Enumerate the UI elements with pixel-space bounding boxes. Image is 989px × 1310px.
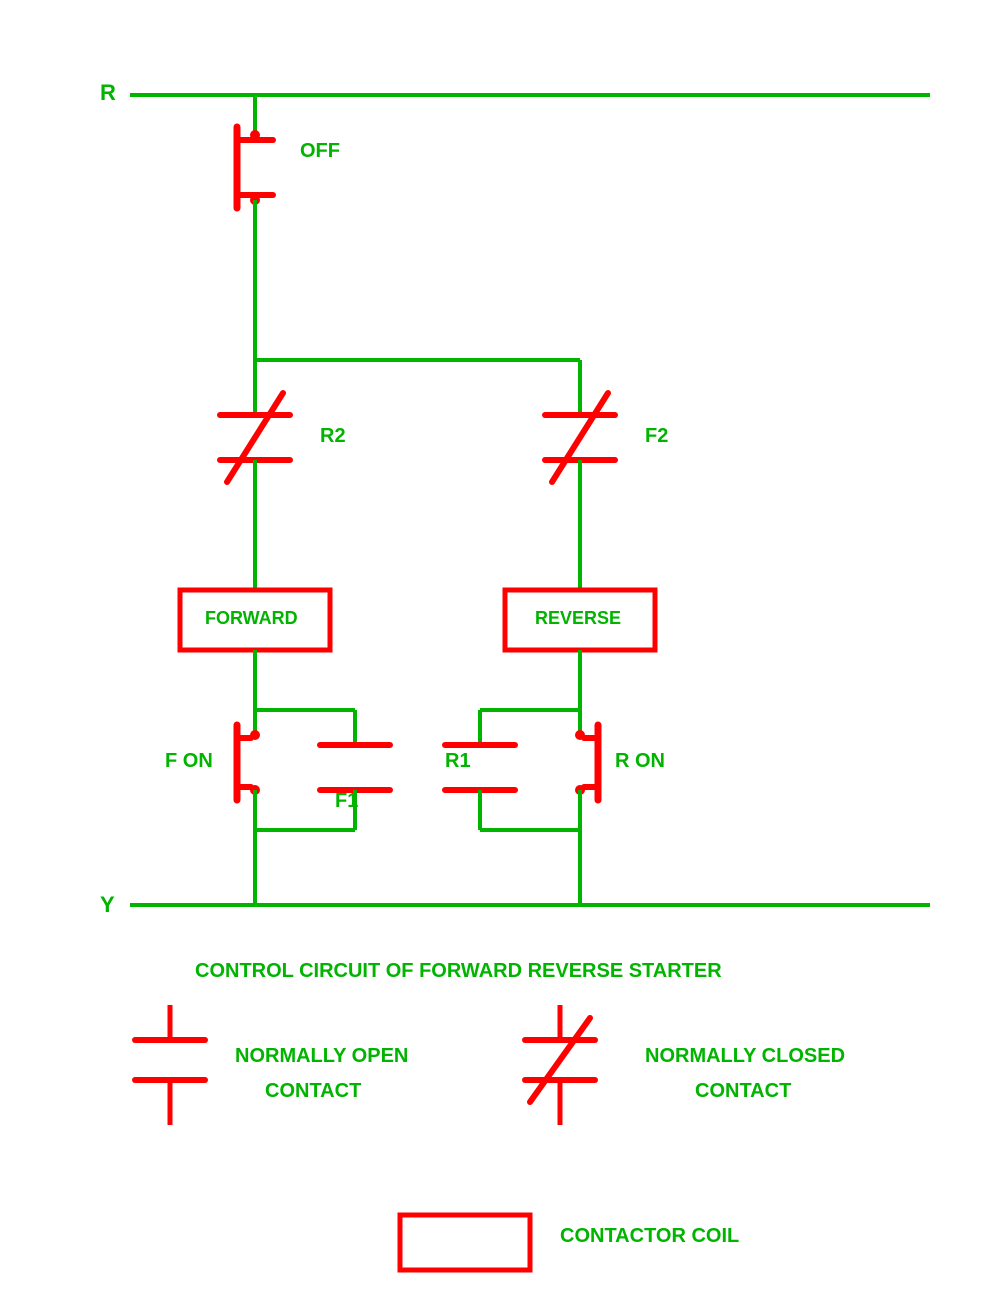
legend-no-line2: CONTACT [265, 1080, 361, 1103]
legend-coil-label: CONTACTOR COIL [560, 1225, 739, 1248]
legend-nc-line1: NORMALLY CLOSED [645, 1045, 845, 1068]
r2-label: R2 [320, 425, 346, 448]
off-label: OFF [300, 140, 340, 163]
r1-label: R1 [445, 750, 471, 773]
forward-label: FORWARD [205, 608, 298, 629]
legend-nc-line2: CONTACT [695, 1080, 791, 1103]
rail-y-label: Y [100, 892, 115, 918]
f-on-label: F ON [165, 750, 213, 773]
reverse-label: REVERSE [535, 608, 621, 629]
r-on-label: R ON [615, 750, 665, 773]
f2-label: F2 [645, 425, 668, 448]
legend-no-line1: NORMALLY OPEN [235, 1045, 408, 1068]
f1-label: F1 [335, 790, 358, 813]
circuit-svg [0, 0, 989, 1310]
rail-r-label: R [100, 80, 116, 106]
title-label: CONTROL CIRCUIT OF FORWARD REVERSE START… [195, 960, 722, 983]
diagram-canvas: R Y OFF R2 F2 FORWARD REVERSE F ON R ON … [0, 0, 989, 1310]
